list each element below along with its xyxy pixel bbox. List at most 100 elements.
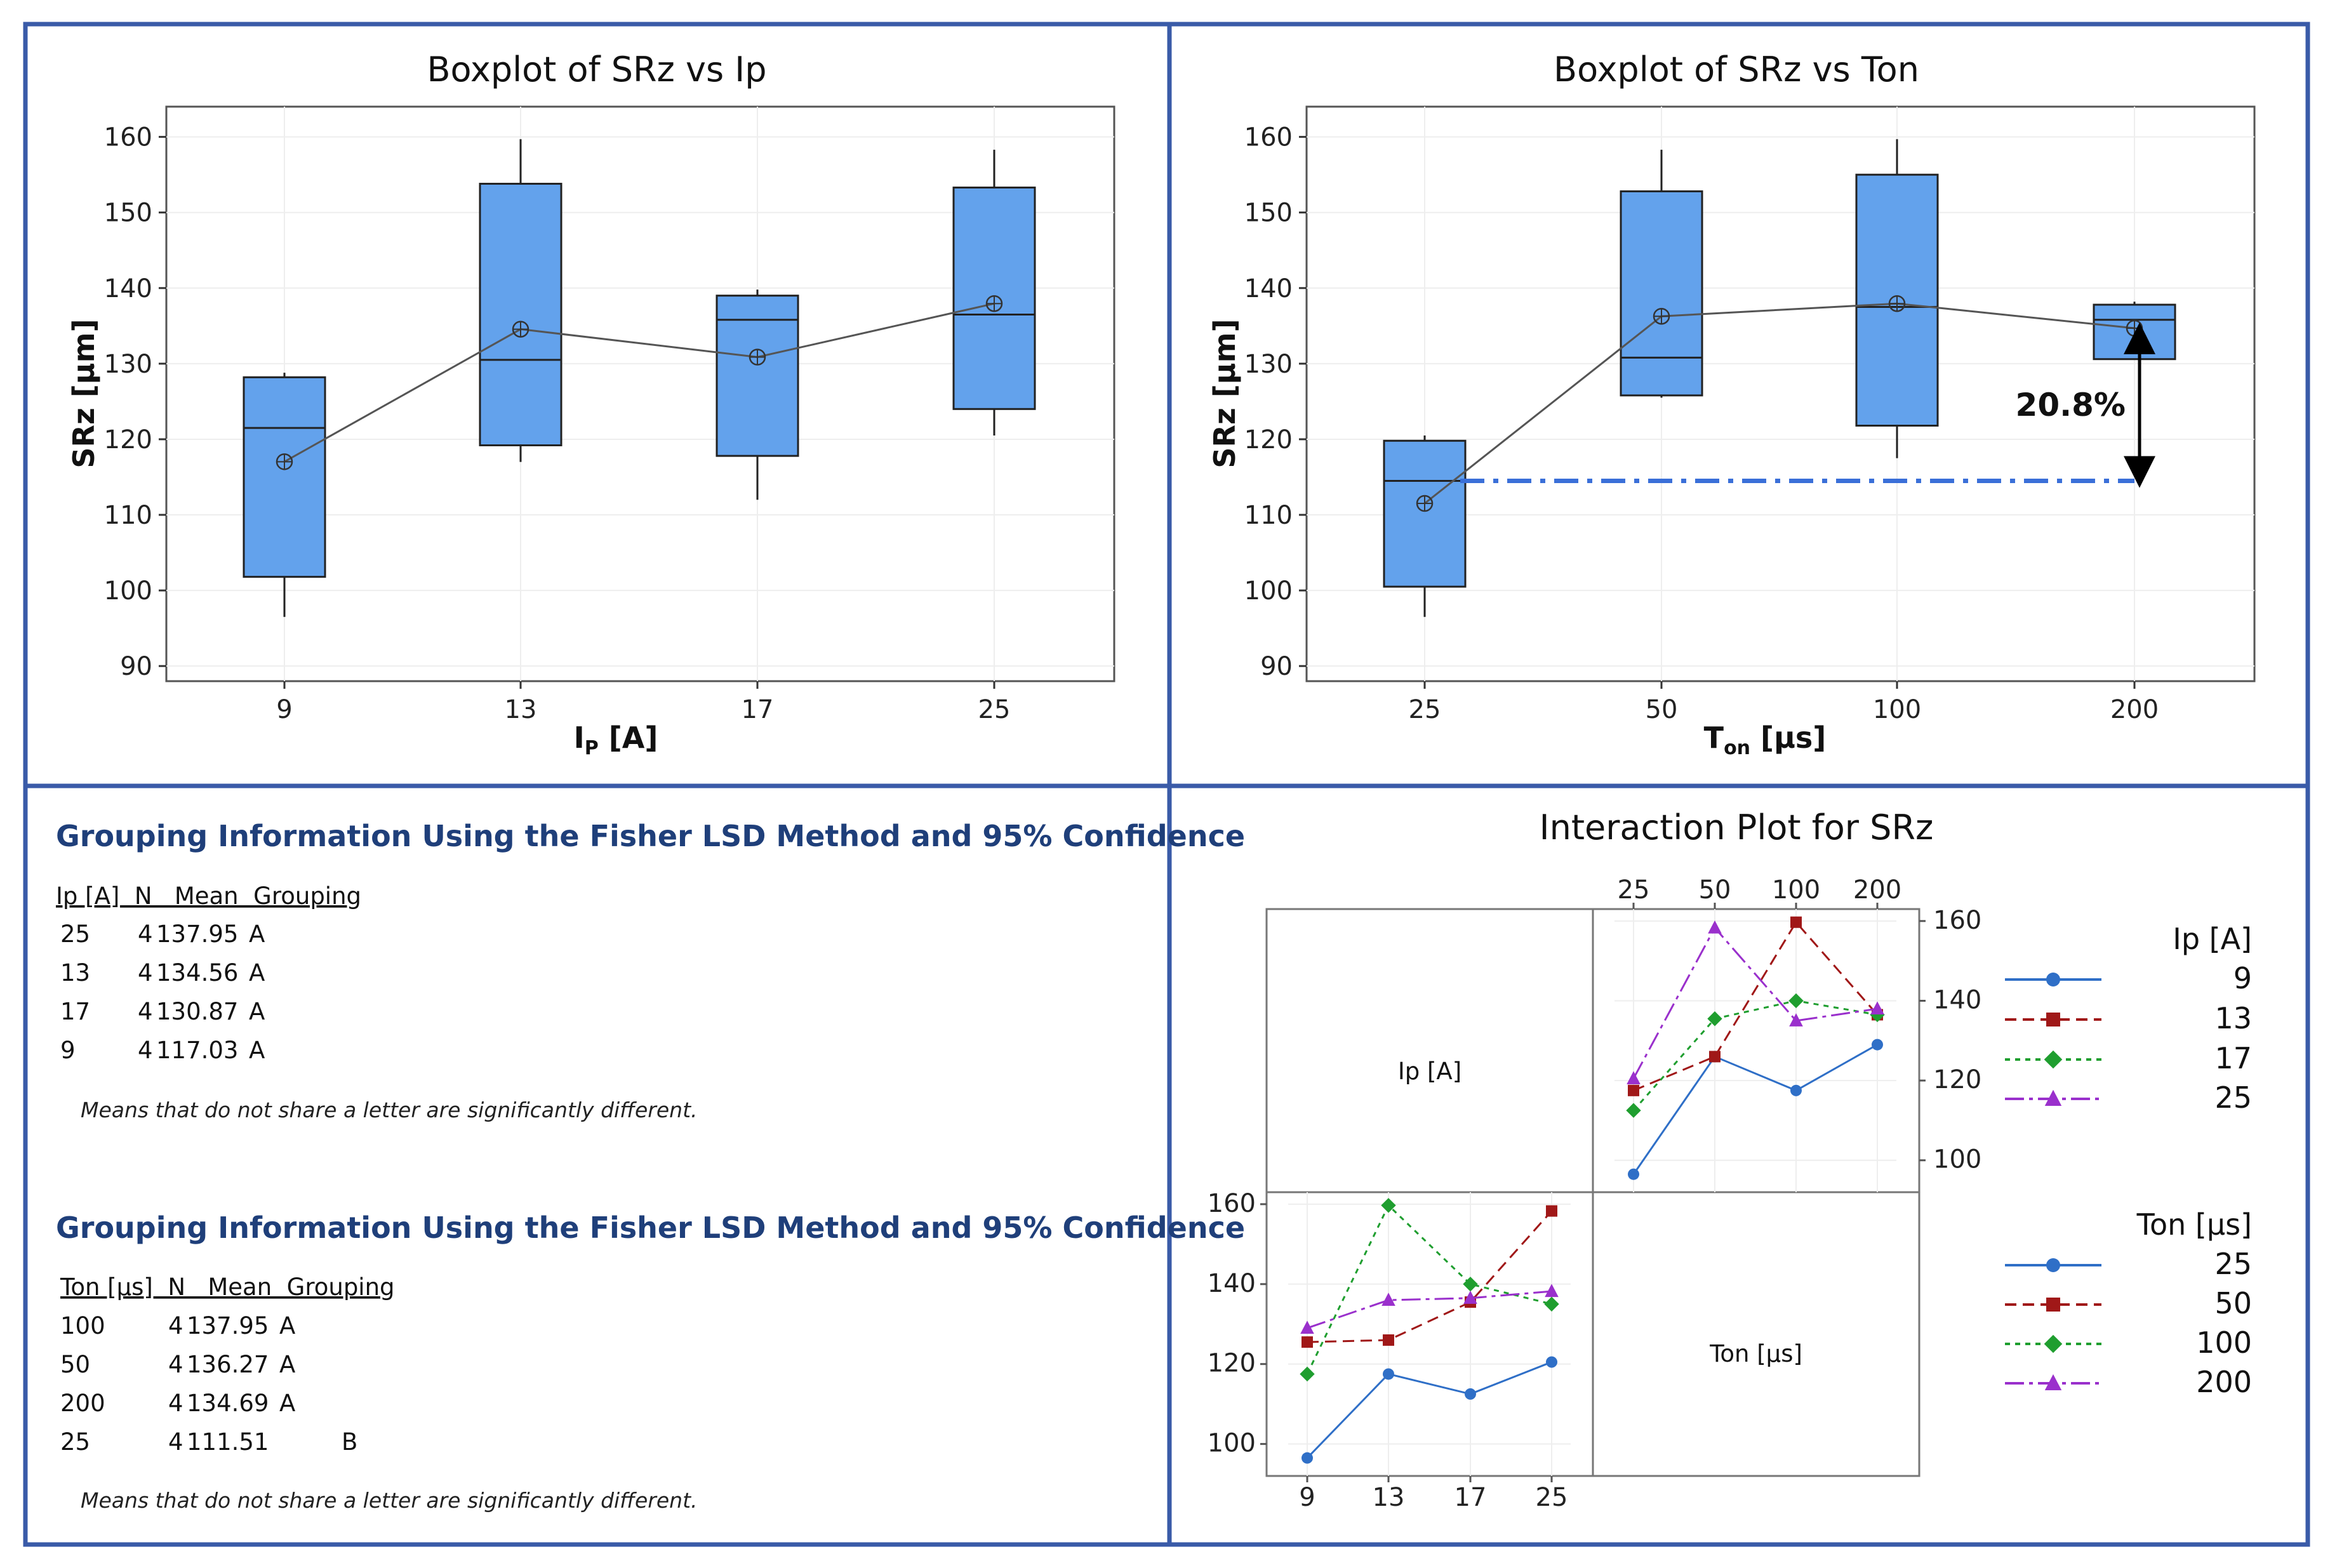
grouping-ip-mean: 130.87 — [156, 998, 238, 1025]
x-tick-label: 9 — [276, 695, 292, 724]
legend-entry-label: 25 — [2214, 1080, 2252, 1115]
grouping-ton-level: 50 — [60, 1351, 90, 1378]
interaction-line-25 — [1306, 1361, 1552, 1459]
left-y-tick-label: 160 — [1208, 1189, 1256, 1218]
series-marker-circle — [1790, 1084, 1802, 1096]
series-marker-square — [1301, 1336, 1313, 1348]
right-y-tick-label: 160 — [1933, 906, 1981, 935]
top-x-tick-label: 200 — [1853, 875, 1901, 905]
grouping-ton-n: 4 — [168, 1390, 183, 1417]
interaction-diag-ton: Ton [µs] — [1709, 1340, 1802, 1367]
grouping-ton-mean: 111.51 — [187, 1428, 269, 1456]
grouping-ip-level: 9 — [60, 1037, 76, 1064]
grouping-ip-n: 4 — [138, 1037, 153, 1064]
legend-entry-label: 13 — [2214, 1001, 2252, 1035]
series-marker-diamond — [1788, 993, 1804, 1009]
top-x-tick-label: 25 — [1618, 875, 1650, 905]
grouping-ton-title: Grouping Information Using the Fisher LS… — [56, 1211, 1245, 1245]
series-marker-square — [1383, 1334, 1394, 1346]
y-tick-label: 130 — [104, 350, 152, 379]
legend-entry-label: 50 — [2214, 1286, 2252, 1320]
box-iqr — [1383, 439, 1467, 588]
interaction-plot-panel: Interaction Plot for SRz Ip [A] Ton [µs]… — [1208, 807, 2252, 1512]
bottom-x-tick-label: 25 — [1536, 1483, 1568, 1512]
series-marker-circle — [1465, 1388, 1476, 1400]
boxplot-ton-panel: Boxplot of SRz vs Ton 90 100 110 120 130 140 1… — [1208, 50, 2256, 759]
grouping-ton-n: 4 — [168, 1351, 183, 1378]
boxplot-ton-x-ticks: 25 50 100 200 — [1409, 681, 2159, 724]
boxplot-ip-xlabel: IP [A] — [574, 721, 658, 759]
boxplot-ip-y-ticks: 90 100 110 120 130 140 150 160 — [104, 123, 166, 681]
interaction-line-17 — [1632, 999, 1878, 1112]
y-tick-label: 150 — [1244, 199, 1293, 228]
y-tick-label: 110 — [104, 501, 152, 530]
series-marker-diamond — [1707, 1011, 1722, 1027]
grouping-ton-level: 25 — [60, 1428, 90, 1456]
series-marker-triangle — [1627, 1071, 1641, 1084]
grouping-ip-level: 17 — [60, 998, 90, 1025]
y-tick-label: 160 — [104, 123, 152, 152]
right-y-tick-label: 140 — [1933, 985, 1981, 1014]
series-marker-diamond — [2044, 1334, 2063, 1353]
grouping-ip-mean: 117.03 — [156, 1037, 238, 1064]
grouping-ton-level: 100 — [60, 1312, 105, 1339]
grouping-ton-table: Grouping Information Using the Fisher LS… — [56, 1211, 1245, 1513]
y-tick-label: 100 — [104, 576, 152, 606]
grouping-ton-header: Ton [µs] N Mean Grouping — [60, 1273, 395, 1301]
left-y-tick-label: 140 — [1208, 1269, 1256, 1298]
y-tick-label: 150 — [104, 199, 152, 228]
series-marker-circle — [1383, 1368, 1394, 1380]
boxplot-ip-title: Boxplot of SRz vs Ip — [427, 50, 766, 90]
series-marker-diamond — [1870, 1007, 1885, 1023]
left-y-tick-label: 120 — [1208, 1349, 1256, 1378]
grouping-ton-mean: 134.69 — [187, 1390, 269, 1417]
series-marker-triangle — [1545, 1284, 1559, 1298]
box-iqr — [716, 295, 799, 457]
grouping-ip-title: Grouping Information Using the Fisher LS… — [56, 819, 1245, 853]
grouping-ip-group: A — [249, 959, 265, 987]
legend-entry-label: 9 — [2233, 961, 2252, 995]
grouping-ton-group: A — [279, 1390, 295, 1417]
box-iqr — [479, 182, 563, 446]
xlabel-ip-rest: [A] — [599, 721, 658, 755]
boxplot-ton-y-ticks: 90 100 110 120 130 140 150 160 — [1244, 123, 1307, 681]
y-tick-label: 90 — [1260, 652, 1293, 681]
grouping-ip-table: Grouping Information Using the Fisher LS… — [56, 819, 1245, 1122]
xlabel-ton-main: T — [1704, 721, 1724, 755]
xlabel-ton-sub: on — [1724, 737, 1750, 759]
right-y-tick-label: 120 — [1933, 1065, 1981, 1094]
grouping-ton-n: 4 — [168, 1428, 183, 1456]
interaction-title: Interaction Plot for SRz — [1540, 807, 1934, 847]
series-marker-diamond — [1463, 1277, 1478, 1292]
top-x-tick-label: 100 — [1772, 875, 1820, 905]
mean-connect-line — [284, 302, 995, 463]
xlabel-ton-rest: [µs] — [1750, 721, 1826, 755]
bottom-x-tick-label: 13 — [1373, 1483, 1405, 1512]
x-tick-label: 100 — [1873, 695, 1921, 724]
grouping-ton-note: Means that do not share a letter are sig… — [81, 1488, 698, 1513]
xlabel-ip-main: I — [574, 721, 585, 755]
panel-frames — [23, 22, 2310, 1547]
interaction-ticks: 25 50 100 200 100 120 140 160 100 120 140 160 9 13 17 2… — [1208, 875, 1982, 1512]
legend-title: Ton [µs] — [2136, 1207, 2252, 1242]
x-tick-label: 200 — [2110, 695, 2159, 724]
interaction-line-50 — [1307, 1210, 1553, 1343]
y-tick-label: 140 — [104, 274, 152, 303]
series-marker-triangle — [1381, 1292, 1395, 1306]
xlabel-ip-sub: P — [585, 737, 599, 759]
series-marker-triangle — [1870, 1001, 1884, 1015]
top-x-tick-label: 50 — [1699, 875, 1731, 905]
series-marker-triangle — [2044, 1089, 2062, 1106]
grouping-ip-row: 17 4 130.87 A — [60, 998, 265, 1025]
series-marker-square — [2046, 1298, 2060, 1312]
y-tick-label: 120 — [104, 425, 152, 455]
legend-title: Ip [A] — [2173, 922, 2252, 956]
legend-entry-label: 17 — [2214, 1041, 2252, 1075]
y-tick-label: 100 — [1244, 576, 1293, 606]
grouping-ton-mean: 136.27 — [187, 1351, 269, 1378]
grouping-ton-n: 4 — [168, 1312, 183, 1339]
grouping-ton-group: A — [279, 1351, 295, 1378]
y-tick-label: 160 — [1244, 123, 1293, 152]
series-marker-square — [2046, 1013, 2060, 1027]
